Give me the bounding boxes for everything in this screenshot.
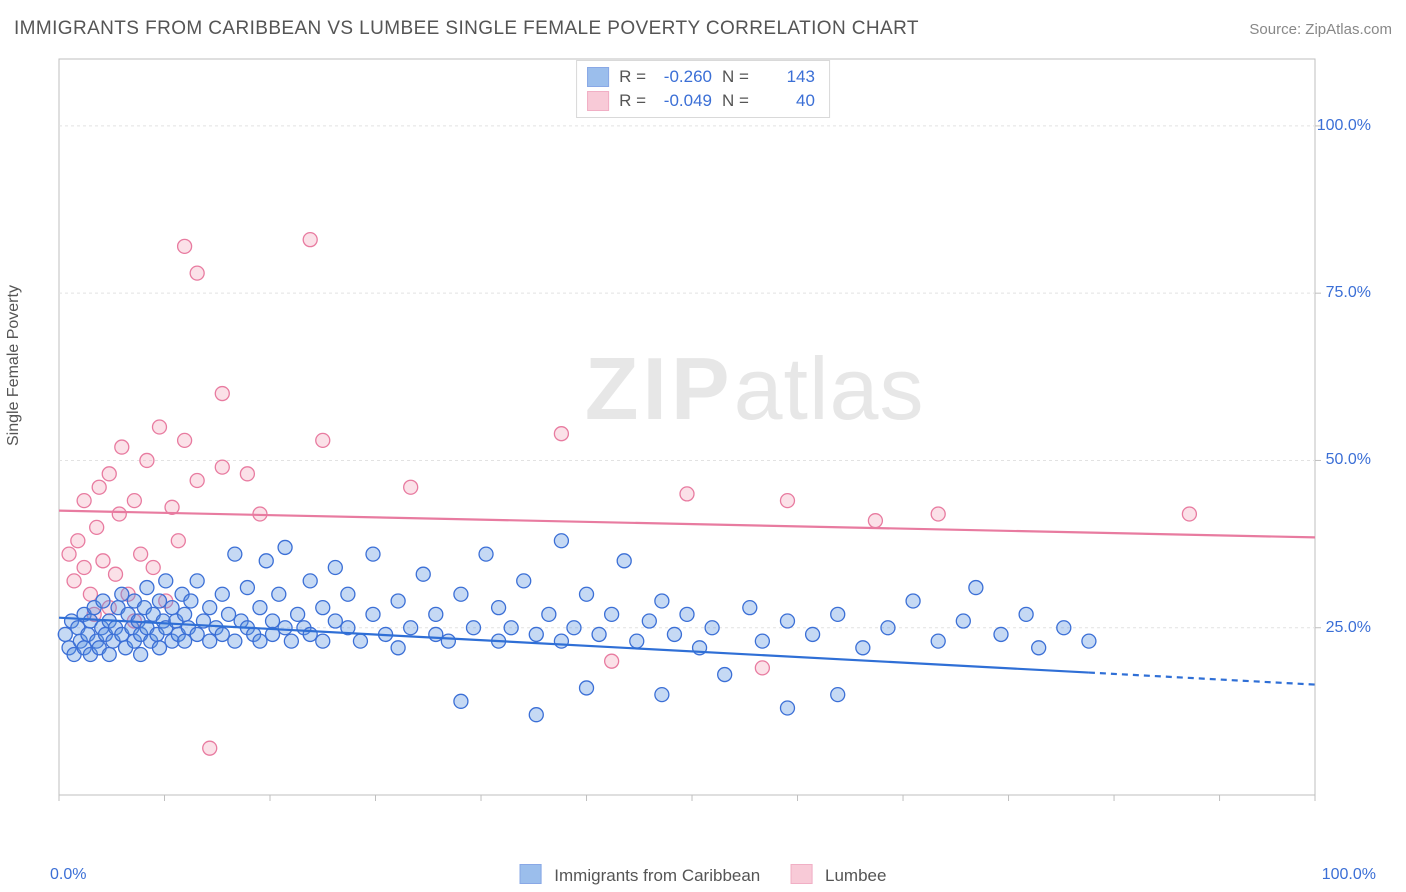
legend-item-2: Lumbee	[790, 864, 886, 886]
legend-item-1: Immigrants from Caribbean	[520, 864, 761, 886]
stats-row-2: R = -0.049 N = 40	[587, 89, 815, 113]
y-tick-label: 100.0%	[1317, 117, 1371, 135]
x-axis-max-label: 100.0%	[1322, 866, 1376, 884]
chart-area: ZIPatlas 25.0%50.0%75.0%100.0%	[55, 55, 1375, 815]
y-tick-label: 50.0%	[1326, 451, 1371, 469]
scatter-plot-svg	[55, 55, 1375, 815]
source-label: Source: ZipAtlas.com	[1249, 21, 1392, 38]
stats-legend: R = -0.260 N = 143 R = -0.049 N = 40	[576, 60, 830, 118]
y-tick-label: 25.0%	[1326, 619, 1371, 637]
y-tick-label: 75.0%	[1326, 284, 1371, 302]
x-axis-min-label: 0.0%	[50, 866, 86, 884]
chart-title: IMMIGRANTS FROM CARIBBEAN VS LUMBEE SING…	[14, 18, 919, 40]
swatch-icon	[587, 91, 609, 111]
series-legend: Immigrants from Caribbean Lumbee	[520, 864, 887, 886]
swatch-icon	[587, 67, 609, 87]
source-link[interactable]: ZipAtlas.com	[1305, 21, 1392, 38]
y-axis-label: Single Female Poverty	[5, 285, 23, 446]
stats-row-1: R = -0.260 N = 143	[587, 65, 815, 89]
swatch-icon	[790, 864, 812, 884]
swatch-icon	[520, 864, 542, 884]
